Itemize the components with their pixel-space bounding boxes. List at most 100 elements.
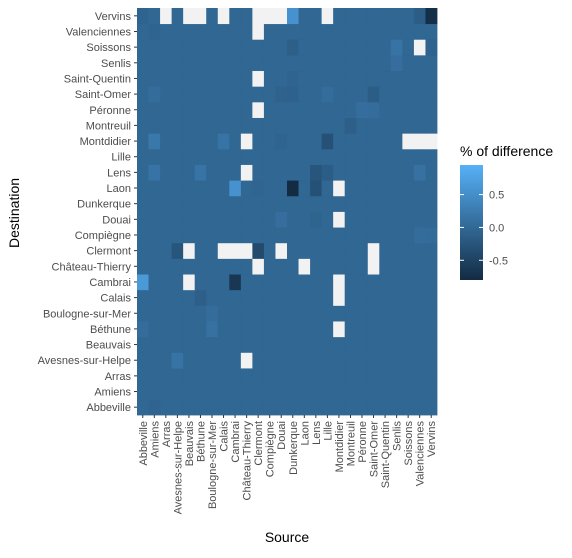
- heatmap-cell: [171, 383, 184, 400]
- heatmap-cell: [321, 54, 334, 72]
- heatmap-cell: [194, 383, 207, 400]
- heatmap-cell: [379, 305, 392, 322]
- heatmap-cell: [356, 368, 369, 385]
- heatmap-cell: [287, 242, 299, 259]
- x-tick-label: Montreuil: [345, 421, 357, 466]
- heatmap-cell: [183, 8, 196, 25]
- heatmap-cell: [171, 195, 184, 212]
- heatmap-cell: [344, 195, 357, 212]
- x-tick-label: Laon: [299, 421, 311, 445]
- x-tick-label: Calais: [219, 421, 231, 452]
- heatmap-cell: [413, 352, 426, 369]
- heatmap-cell: [275, 133, 288, 150]
- heatmap-cell: [148, 8, 161, 25]
- heatmap-cell: [310, 321, 323, 338]
- heatmap-cell: [390, 133, 403, 150]
- heatmap-cell: [183, 305, 196, 322]
- heatmap-cell: [310, 274, 323, 291]
- x-tick-label: Clermont: [253, 421, 265, 466]
- heatmap-cell: [390, 211, 403, 228]
- heatmap-cell: [275, 117, 288, 134]
- heatmap-cell: [310, 336, 323, 353]
- heatmap-cell: [321, 227, 334, 244]
- heatmap-cell: [229, 274, 242, 291]
- heatmap-cell: [367, 242, 380, 259]
- heatmap-cell: [333, 383, 346, 400]
- heatmap-cell: [321, 336, 334, 353]
- heatmap-cell: [206, 133, 219, 150]
- heatmap-cell: [356, 305, 369, 322]
- x-tick-label: Béthune: [195, 421, 207, 462]
- heatmap-cell: [171, 39, 184, 56]
- heatmap-cell: [206, 274, 219, 291]
- heatmap-cell: [287, 164, 299, 181]
- heatmap-cell: [344, 242, 357, 259]
- heatmap-cell: [298, 70, 311, 87]
- heatmap-cell: [402, 54, 415, 72]
- heatmap-cell: [240, 117, 253, 134]
- heatmap-cell: [298, 101, 311, 118]
- heatmap-cell: [425, 211, 438, 228]
- heatmap-cell: [425, 383, 438, 400]
- heatmap-cell: [217, 133, 230, 150]
- heatmap-cell: [379, 70, 392, 87]
- heatmap-cell: [137, 336, 149, 353]
- heatmap-cell: [344, 133, 357, 150]
- heatmap-cell: [137, 227, 149, 244]
- heatmap-cell: [367, 399, 380, 416]
- heatmap-cell: [137, 23, 149, 40]
- heatmap-cell: [344, 8, 357, 25]
- heatmap-cell: [402, 258, 415, 275]
- heatmap-cell: [310, 242, 323, 259]
- heatmap-cell: [148, 195, 161, 212]
- x-tick-label: Soissons: [403, 421, 415, 466]
- heatmap-cell: [402, 86, 415, 103]
- heatmap-cell: [390, 117, 403, 134]
- heatmap-cell: [217, 117, 230, 134]
- heatmap-cell: [137, 258, 149, 275]
- heatmap-cell: [240, 274, 253, 291]
- heatmap-cell: [183, 368, 196, 385]
- heatmap-cell: [194, 368, 207, 385]
- heatmap-cell: [171, 258, 184, 275]
- heatmap-cell: [390, 274, 403, 291]
- heatmap-cell: [321, 258, 334, 275]
- heatmap-cell: [413, 242, 426, 259]
- heatmap-cell: [367, 133, 380, 150]
- heatmap-cell: [379, 242, 392, 259]
- heatmap-cell: [390, 39, 403, 56]
- heatmap-cell: [240, 242, 253, 259]
- heatmap-cell: [137, 195, 149, 212]
- heatmap-cell: [194, 148, 207, 165]
- heatmap-cell: [229, 39, 242, 56]
- heatmap-cell: [287, 54, 299, 72]
- heatmap-cell: [217, 383, 230, 400]
- heatmap-cell: [240, 289, 253, 306]
- heatmap-cell: [321, 305, 334, 322]
- heatmap-cell: [379, 289, 392, 306]
- heatmap-cell: [356, 399, 369, 416]
- y-tick-label: Saint-Quentin: [64, 73, 131, 85]
- heatmap-cell: [229, 352, 242, 369]
- heatmap-cell: [333, 39, 346, 56]
- heatmap-cell: [390, 305, 403, 322]
- heatmap-cell: [183, 321, 196, 338]
- heatmap-cell: [137, 39, 149, 56]
- heatmap-cell: [333, 86, 346, 103]
- heatmap-cell: [137, 133, 149, 150]
- heatmap-cell: [206, 148, 219, 165]
- heatmap-cell: [194, 101, 207, 118]
- heatmap-cell: [298, 133, 311, 150]
- heatmap-cell: [321, 8, 334, 25]
- heatmap-cell: [356, 195, 369, 212]
- heatmap-cell: [206, 70, 219, 87]
- heatmap-cell: [402, 101, 415, 118]
- heatmap-cell: [171, 289, 184, 306]
- heatmap-cell: [263, 54, 276, 72]
- heatmap-cell: [206, 164, 219, 181]
- heatmap-cell: [344, 148, 357, 165]
- heatmap-cell: [356, 133, 369, 150]
- heatmap-cell: [240, 195, 253, 212]
- heatmap-cell: [367, 180, 380, 197]
- heatmap-cell: [321, 86, 334, 103]
